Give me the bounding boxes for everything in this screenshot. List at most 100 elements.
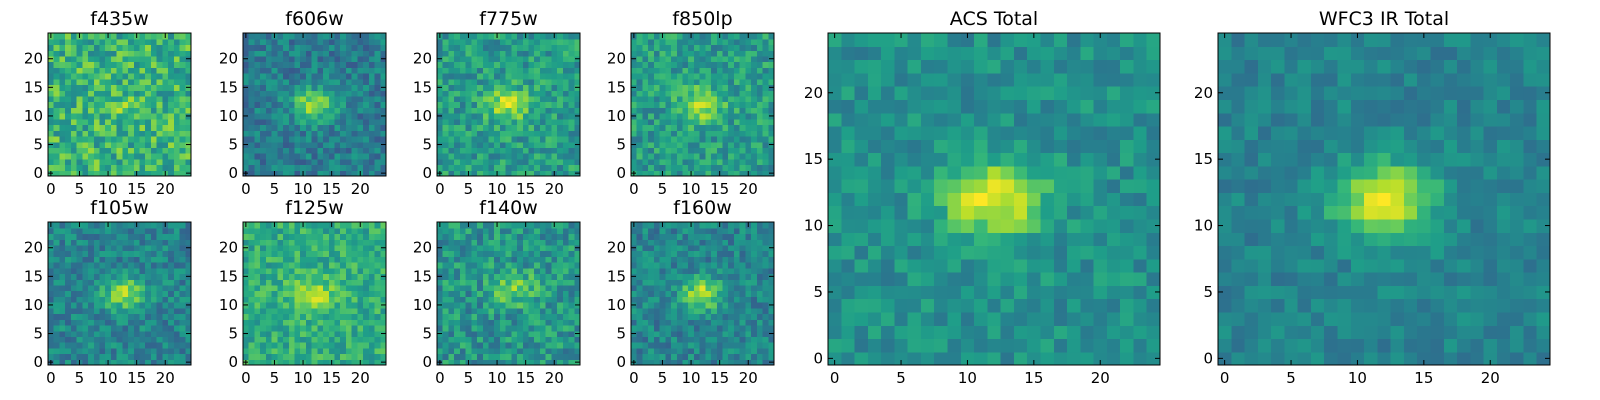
- pixel-cell: [665, 90, 672, 97]
- pixel-cell: [636, 153, 644, 160]
- pixel-cell: [494, 336, 501, 343]
- pixel-cell: [368, 55, 376, 63]
- pixel-cell: [305, 273, 313, 280]
- pixel-cell: [277, 107, 284, 114]
- pixel-cell: [648, 170, 655, 177]
- pixel-cell: [317, 67, 324, 74]
- pixel-cell: [728, 324, 735, 332]
- pixel-cell: [505, 50, 512, 57]
- pixel-cell: [305, 233, 313, 240]
- pixel-cell: [551, 135, 558, 143]
- pixel-cell: [459, 313, 467, 320]
- pixel-cell: [722, 38, 729, 46]
- pixel-cell: [156, 153, 163, 160]
- pixel-cell: [70, 164, 78, 171]
- pixel-cell: [659, 50, 666, 57]
- pixel-cell: [311, 222, 318, 229]
- pixel-cell: [150, 78, 158, 86]
- pixel-cell: [551, 244, 558, 252]
- pixel-cell: [288, 55, 296, 63]
- pixel-cell: [528, 38, 535, 46]
- pixel-cell: [116, 307, 123, 315]
- pixel-cell: [465, 307, 472, 315]
- pixel-cell: [70, 342, 78, 349]
- pixel-cell: [636, 296, 644, 303]
- pixel-cell: [271, 227, 278, 235]
- pixel-cell: [150, 359, 158, 366]
- pixel-cell: [162, 279, 169, 286]
- pixel-cell: [173, 164, 181, 171]
- pixel-cell: [133, 78, 141, 86]
- pixel-cell: [454, 324, 461, 332]
- pixel-cell: [139, 147, 146, 154]
- pixel-cell: [323, 239, 330, 246]
- pixel-cell: [374, 284, 381, 292]
- pixel-cell: [311, 290, 318, 297]
- pixel-cell: [105, 319, 112, 326]
- pixel-cell: [328, 38, 336, 46]
- pixel-cell: [311, 67, 318, 74]
- y-tick-label: 15: [413, 78, 432, 96]
- pixel-cell: [179, 262, 186, 269]
- pixel-cell: [722, 324, 729, 332]
- pixel-cell: [562, 135, 570, 143]
- pixel-cell: [328, 113, 336, 120]
- pixel-cell: [328, 73, 336, 80]
- y-tick-label: 0: [228, 353, 238, 371]
- pixel-cell: [59, 50, 66, 57]
- pixel-cell: [150, 147, 158, 154]
- pixel-cell: [465, 267, 472, 275]
- pixel-cell: [448, 244, 455, 252]
- pixel-cell: [728, 61, 735, 68]
- pixel-cell: [465, 67, 472, 74]
- pixel-cell: [305, 84, 313, 91]
- pixel-cell: [522, 244, 530, 252]
- pixel-cell: [659, 107, 666, 114]
- pixel-cell: [173, 262, 181, 269]
- pixel-cell: [340, 324, 347, 332]
- pixel-cell: [168, 67, 175, 74]
- pixel-cell: [437, 73, 444, 80]
- pixel-cell: [659, 342, 666, 349]
- pixel-cell: [676, 284, 684, 292]
- pixel-cell: [53, 118, 61, 126]
- pixel-cell: [328, 256, 336, 263]
- pixel-cell: [471, 67, 478, 74]
- pixel-cell: [351, 279, 358, 286]
- pixel-cell: [517, 313, 524, 320]
- pixel-cell: [517, 135, 524, 143]
- pixel-cell: [539, 296, 547, 303]
- pixel-cell: [139, 359, 146, 366]
- pixel-cell: [653, 153, 661, 160]
- pixel-cell: [705, 118, 712, 126]
- pixel-cell: [363, 124, 370, 131]
- pixel-cell: [728, 164, 735, 171]
- pixel-cell: [139, 250, 146, 257]
- pixel-cell: [76, 313, 83, 320]
- pixel-cell: [374, 250, 381, 257]
- pixel-cell: [254, 324, 261, 332]
- pixel-cell: [762, 113, 769, 120]
- pixel-cell: [693, 95, 701, 103]
- pixel-cell: [545, 50, 552, 57]
- pixel-cell: [300, 147, 307, 154]
- pixel-cell: [380, 61, 387, 68]
- pixel-cell: [653, 61, 661, 68]
- pixel-cell: [145, 55, 152, 63]
- pixel-cell: [517, 347, 524, 355]
- pixel-cell: [300, 324, 307, 332]
- pixel-cell: [705, 101, 712, 108]
- pixel-cell: [368, 90, 376, 97]
- pixel-cell: [179, 227, 186, 235]
- pixel-cell: [699, 359, 706, 366]
- pixel-cell: [465, 95, 472, 103]
- pixel-cell: [762, 78, 769, 86]
- pixel-cell: [374, 307, 381, 315]
- pixel-cell: [93, 256, 101, 263]
- pixel-cell: [53, 324, 61, 332]
- pixel-cell: [557, 170, 564, 177]
- pixel-cell: [254, 164, 261, 171]
- pixel-cell: [505, 330, 512, 337]
- pixel-cell: [659, 279, 666, 286]
- pixel-cell: [156, 279, 163, 286]
